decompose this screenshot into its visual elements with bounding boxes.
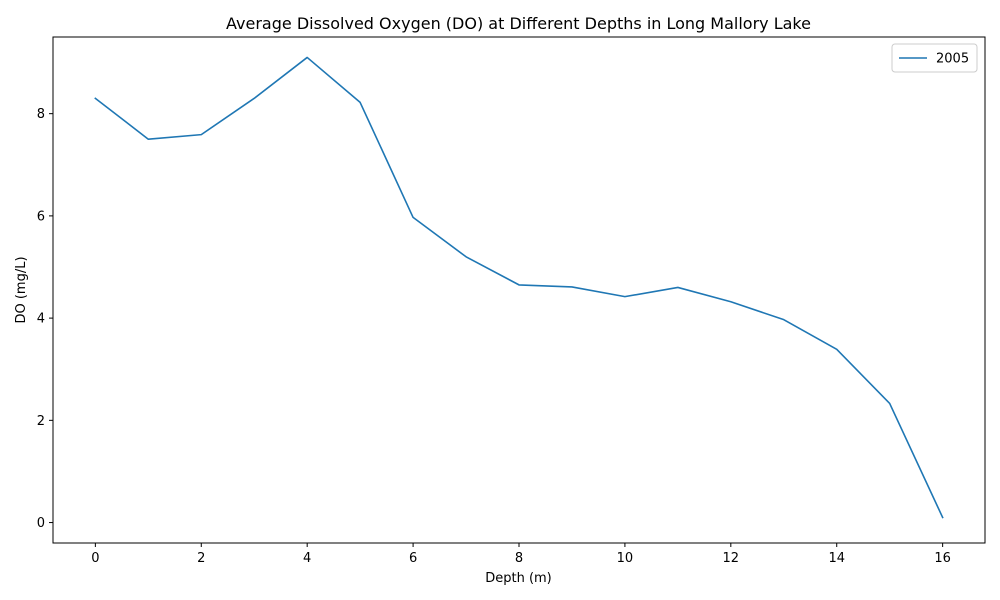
y-tick-label: 8 <box>37 107 45 122</box>
series-layer <box>94 56 944 519</box>
x-tick-label: 8 <box>515 551 523 566</box>
x-axis-ticks: 0 2 4 6 8 10 12 14 16 <box>91 543 951 566</box>
y-axis-ticks: 0 2 4 6 8 <box>37 107 53 531</box>
y-tick-label: 2 <box>37 414 45 429</box>
x-tick-label: 2 <box>197 551 205 566</box>
x-tick-label: 10 <box>617 551 634 566</box>
legend: 2005 <box>891 43 978 73</box>
legend-box <box>891 43 978 73</box>
plot-frame <box>52 36 986 544</box>
y-tick-label: 4 <box>37 312 45 327</box>
x-tick-label: 12 <box>723 551 740 566</box>
x-tick-label: 14 <box>828 551 845 566</box>
legend-label: 2005 <box>936 52 969 67</box>
x-tick-label: 4 <box>303 551 311 566</box>
y-tick-label: 0 <box>37 516 45 531</box>
series-line-2005 <box>94 56 944 519</box>
x-tick-label: 16 <box>934 551 951 566</box>
x-axis-label: Depth (m) <box>485 571 552 586</box>
x-tick-label: 0 <box>91 551 99 566</box>
chart-title: Average Dissolved Oxygen (DO) at Differe… <box>226 14 811 33</box>
y-tick-label: 6 <box>37 209 45 224</box>
y-axis-label: DO (mg/L) <box>14 256 29 323</box>
x-tick-label: 6 <box>409 551 417 566</box>
